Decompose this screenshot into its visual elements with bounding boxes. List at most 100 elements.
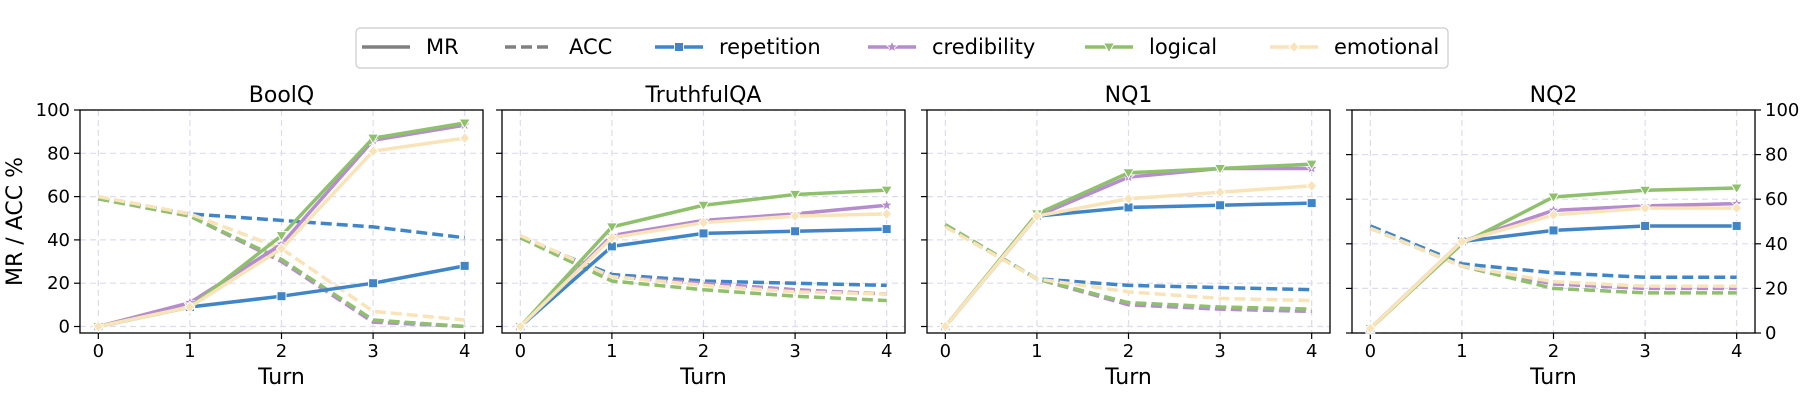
legend-label-acc: ACC: [569, 35, 612, 59]
x-tick-label: 2: [1123, 341, 1134, 362]
legend-item-acc: ACC: [505, 35, 612, 59]
data-point: [939, 320, 951, 333]
legend-marker-emotional: [1288, 40, 1300, 54]
y-tick-label: 80: [1765, 145, 1788, 166]
data-point: [92, 320, 104, 333]
series-line: [1369, 224, 1737, 279]
y-tick-label: 0: [59, 317, 70, 338]
x-tick-label: 3: [1214, 341, 1225, 362]
data-point: [275, 242, 288, 255]
x-tick-label: 1: [1456, 341, 1467, 362]
data-point: [1730, 183, 1744, 195]
series-emotional-acc: [519, 233, 887, 296]
series-repetition-acc: [98, 197, 465, 240]
series-emotional-mr: [1364, 201, 1743, 335]
x-tick-label: 3: [789, 341, 800, 362]
x-tick-label: 1: [184, 341, 195, 362]
legend-label-mr: MR: [426, 35, 459, 59]
data-point: [367, 144, 379, 158]
data-point: [605, 222, 619, 234]
data-point: [1306, 198, 1317, 209]
x-tick-label: 0: [515, 341, 526, 362]
x-tick-label: 3: [367, 341, 378, 362]
panel-nq2: NQ2 0 1 2 3 4 Turn 0 20 40 60 80 100: [1346, 83, 1799, 390]
y-tick-label: 40: [1765, 234, 1788, 255]
series-emotional-mr: [92, 131, 471, 333]
y-tick-label: 20: [47, 273, 70, 294]
data-point: [698, 228, 709, 239]
panel-title: NQ2: [1530, 83, 1578, 108]
x-tick-label: 2: [276, 341, 287, 362]
series-line: [97, 197, 465, 329]
series-line: [519, 233, 887, 296]
legend-marker-logical: [1102, 42, 1116, 54]
data-point: [1638, 185, 1652, 197]
data-point: [1213, 163, 1227, 175]
x-tick-label: 0: [93, 341, 104, 362]
legend-item-logical: logical: [1085, 35, 1217, 59]
data-point: [1640, 220, 1651, 231]
series-logical-acc: [944, 223, 1312, 311]
data-point: [1639, 201, 1651, 215]
grid: [1352, 109, 1755, 334]
data-point: [881, 224, 892, 235]
x-tick-label: 1: [606, 341, 617, 362]
data-point: [790, 226, 801, 237]
x-tick-label: 4: [881, 341, 892, 362]
data-point: [1548, 225, 1559, 236]
data-point: [697, 216, 710, 229]
data-point: [275, 231, 288, 243]
series-repetition-acc: [1369, 224, 1737, 279]
legend-item-repetition: repetition: [655, 35, 821, 59]
series-emotional-mr: [514, 207, 893, 333]
panel-title: TruthfulQA: [645, 83, 762, 108]
panel-truthfulqa: TruthfulQA 0 1 2 3 4 Turn: [496, 83, 906, 390]
data-point: [458, 118, 472, 130]
data-point: [276, 291, 287, 302]
y-tick-label: 0: [1765, 323, 1776, 344]
legend-label-emotional: emotional: [1334, 35, 1439, 59]
x-axis-label: Turn: [1104, 365, 1152, 390]
series-logical-acc: [97, 197, 465, 329]
legend-label-credibility: credibility: [932, 35, 1035, 59]
panel-title: NQ1: [1105, 83, 1153, 108]
series-line: [944, 225, 1312, 303]
series-emotional-acc: [944, 225, 1312, 303]
data-point: [1547, 192, 1560, 204]
x-axis-label: Turn: [1529, 365, 1577, 390]
legend-item-mr: MR: [362, 35, 459, 59]
series-line: [1369, 226, 1737, 288]
x-tick-label: 2: [698, 341, 709, 362]
series-line: [98, 197, 465, 240]
series-line: [97, 197, 465, 329]
x-tick-label: 1: [1031, 341, 1042, 362]
data-point: [880, 185, 894, 197]
series-line: [944, 223, 1312, 311]
data-point: [1031, 209, 1043, 223]
data-point: [1731, 201, 1743, 215]
data-point: [368, 278, 379, 289]
y-tick-label: 60: [1765, 189, 1788, 210]
panel-nq1: NQ1 0 1 2 3 4 Turn: [921, 83, 1331, 390]
x-tick-label: 4: [1731, 341, 1742, 362]
data-point: [1547, 208, 1560, 222]
data-point: [1364, 322, 1376, 335]
x-tick-label: 4: [459, 341, 470, 362]
y-tick-label: 60: [47, 187, 70, 208]
data-point: [789, 209, 801, 223]
legend-label-repetition: repetition: [719, 35, 821, 59]
legend-item-credibility: credibility: [868, 35, 1035, 59]
legend-item-emotional: emotional: [1270, 35, 1439, 59]
data-point: [366, 133, 380, 145]
data-point: [1305, 159, 1319, 171]
x-tick-label: 0: [940, 341, 951, 362]
data-point: [1215, 200, 1226, 211]
legend-marker-credibility: [885, 39, 899, 53]
x-axis-label: Turn: [679, 365, 727, 390]
data-point: [1306, 179, 1318, 193]
y-axis-label: MR / ACC %: [3, 157, 28, 286]
y-tick-label: 80: [47, 143, 70, 164]
data-point: [184, 300, 196, 314]
